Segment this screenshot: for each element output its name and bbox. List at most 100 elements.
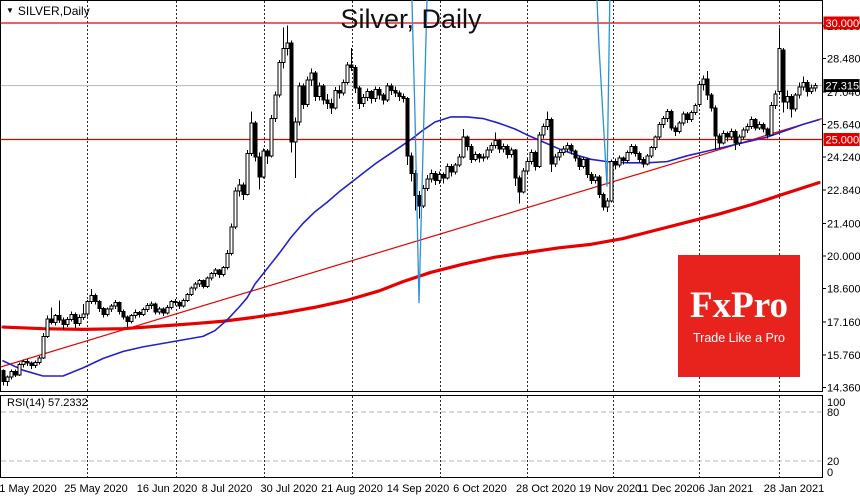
bid-price-badge-bg <box>823 79 860 93</box>
candle <box>345 64 350 83</box>
candle <box>621 157 626 161</box>
candle <box>609 161 614 202</box>
candle <box>333 90 338 109</box>
candle <box>689 112 694 121</box>
candle <box>53 314 58 323</box>
candle <box>5 376 10 382</box>
candle <box>685 113 690 121</box>
candle <box>313 72 318 97</box>
symbol-timeframe-label[interactable]: ▼ SILVER,Daily <box>6 4 90 18</box>
candle <box>733 130 738 144</box>
candle <box>669 111 674 129</box>
candle <box>801 81 806 88</box>
candle <box>237 184 242 192</box>
candle <box>25 360 30 364</box>
candle <box>173 300 178 304</box>
candle <box>41 335 46 359</box>
candle <box>341 81 346 94</box>
candle <box>597 176 602 195</box>
candle <box>233 190 238 228</box>
candle <box>505 145 510 156</box>
candle <box>433 172 438 181</box>
candle <box>517 177 522 193</box>
candle <box>181 299 186 307</box>
candle <box>665 111 670 120</box>
candle <box>389 85 394 92</box>
candle <box>165 306 170 314</box>
chevron-down-icon: ▼ <box>6 6 14 15</box>
moving-average-fast <box>2 116 820 377</box>
candle <box>425 178 430 189</box>
candle <box>629 145 634 153</box>
chart-title: Silver, Daily <box>340 4 482 34</box>
candle <box>445 165 450 179</box>
candle <box>373 88 378 100</box>
candle <box>229 226 234 255</box>
price-tick-label: 15.760 <box>827 350 860 362</box>
candle <box>525 161 530 172</box>
candle <box>749 119 754 128</box>
candle <box>377 88 382 96</box>
candle <box>385 85 390 101</box>
candle <box>809 87 814 93</box>
candle <box>73 313 78 325</box>
candle <box>513 149 518 179</box>
candle <box>277 62 282 96</box>
candle <box>617 157 622 166</box>
candle <box>449 165 454 173</box>
candle <box>553 156 558 165</box>
date-label: 28 Jan 2021 <box>764 483 825 495</box>
fxpro-watermark: FxPro Trade Like a Pro <box>678 255 800 377</box>
candle <box>741 129 746 138</box>
candle <box>437 173 442 181</box>
candle <box>357 87 362 104</box>
candle <box>405 98 410 157</box>
candle <box>337 90 342 94</box>
candle <box>581 158 586 167</box>
price-tick-label: 22.840 <box>827 185 860 197</box>
candle <box>545 119 550 128</box>
price-tick-label: 14.360 <box>827 382 860 394</box>
candle <box>89 295 94 302</box>
candle <box>133 311 138 316</box>
candle <box>301 85 306 106</box>
candle <box>625 151 630 161</box>
candle <box>45 318 50 337</box>
fxpro-tagline: Trade Like a Pro <box>693 331 785 345</box>
candle <box>289 42 294 143</box>
candle <box>781 49 786 103</box>
candle <box>649 147 654 157</box>
candle <box>541 126 546 136</box>
level-price-badge-bg <box>823 16 860 30</box>
candle <box>601 193 606 208</box>
candle <box>721 133 726 144</box>
symbol-label-text: SILVER,Daily <box>17 4 90 18</box>
candle <box>661 118 666 125</box>
candle <box>17 363 22 376</box>
price-tick-label: 21.400 <box>827 218 860 230</box>
candle <box>177 302 182 307</box>
candle <box>329 102 334 109</box>
candle <box>261 150 266 178</box>
candle <box>641 158 646 165</box>
candle <box>401 95 406 100</box>
candle <box>49 318 54 323</box>
price-tick-label: 24.240 <box>827 152 860 164</box>
candle <box>489 144 494 151</box>
candle <box>493 140 498 146</box>
candle <box>265 150 270 157</box>
date-label: 6 Jan 2021 <box>699 483 753 495</box>
candle <box>645 155 650 165</box>
candle <box>153 303 158 313</box>
candle <box>381 94 386 101</box>
candle <box>393 90 398 94</box>
candle <box>101 307 106 315</box>
candle <box>497 140 502 150</box>
candle <box>693 105 698 114</box>
price-tick-label: 20.000 <box>827 251 860 263</box>
date-label: 14 Sep 2020 <box>387 483 449 495</box>
date-label: 6 Oct 2020 <box>453 483 507 495</box>
